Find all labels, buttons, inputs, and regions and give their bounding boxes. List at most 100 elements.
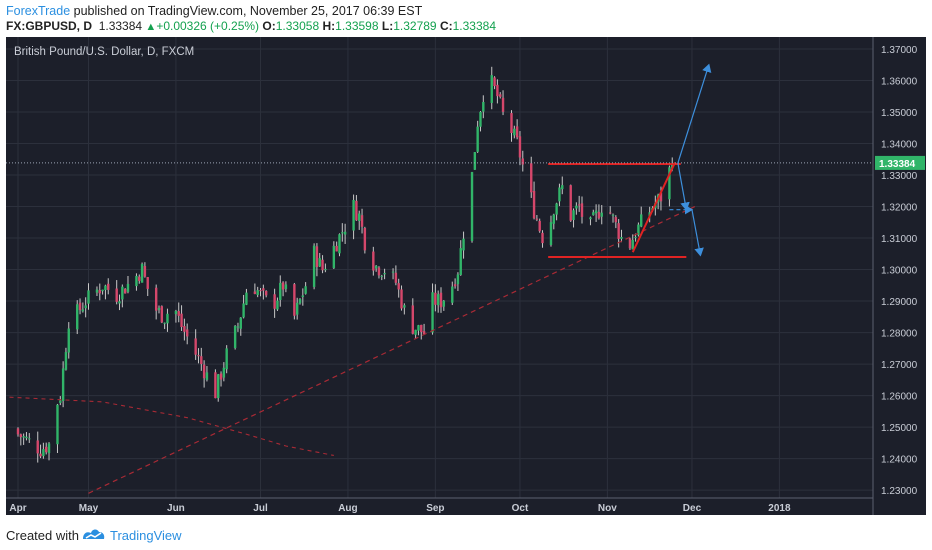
candle-bull bbox=[118, 301, 121, 304]
candle-bull bbox=[242, 303, 245, 318]
candle-bear bbox=[609, 212, 612, 214]
y-tick-label: 1.31000 bbox=[881, 234, 918, 245]
y-tick-label: 1.34000 bbox=[881, 140, 918, 151]
candle-bull bbox=[634, 236, 637, 238]
candle-bull bbox=[22, 436, 25, 438]
chart-background bbox=[6, 37, 926, 515]
candle-bear bbox=[530, 163, 533, 193]
candle-bear bbox=[186, 329, 189, 337]
candle-bull bbox=[28, 438, 31, 440]
candle-bull bbox=[233, 325, 237, 349]
candle-bull bbox=[301, 295, 305, 297]
candle-bull bbox=[451, 286, 454, 303]
candle-bear bbox=[569, 185, 572, 221]
candle-bear bbox=[538, 220, 541, 232]
candle-bull bbox=[163, 322, 166, 324]
candle-bull bbox=[95, 289, 99, 293]
candle-bull bbox=[611, 214, 615, 216]
candle-bull bbox=[126, 283, 130, 292]
tradingview-brand[interactable]: TradingView bbox=[110, 528, 182, 543]
candle-bull bbox=[47, 443, 51, 454]
created-with-text: Created with bbox=[6, 528, 79, 543]
x-tick-label: Dec bbox=[683, 503, 702, 514]
candle-bull bbox=[225, 348, 228, 370]
candle-bear bbox=[273, 294, 276, 309]
triangle-up-icon: ▲ bbox=[145, 21, 157, 33]
candle-bull bbox=[490, 75, 493, 103]
candle-bear bbox=[253, 291, 257, 294]
y-tick-label: 1.28000 bbox=[881, 329, 918, 340]
candle-bear bbox=[262, 288, 265, 291]
candle-bear bbox=[580, 203, 584, 217]
chart-title: British Pound/U.S. Dollar, D, FXCM bbox=[14, 46, 194, 58]
candle-bear bbox=[202, 364, 206, 379]
candle-bull bbox=[558, 187, 561, 202]
candle-bull bbox=[572, 210, 575, 221]
tradingview-logo-icon[interactable] bbox=[82, 526, 106, 542]
candle-bull bbox=[295, 302, 299, 315]
candle-bull bbox=[589, 217, 592, 220]
candle-bull bbox=[205, 372, 209, 380]
candle-bull bbox=[374, 265, 378, 269]
candle-bear bbox=[200, 356, 203, 365]
candle-bull bbox=[42, 449, 45, 457]
symbol-label: FX:GBPUSD, D bbox=[6, 19, 93, 33]
candle-bear bbox=[39, 453, 42, 457]
candle-bear bbox=[36, 440, 39, 454]
candle-bear bbox=[214, 372, 217, 399]
low-value: 1.32789 bbox=[393, 19, 437, 33]
candle-bull bbox=[256, 290, 259, 295]
candle-bear bbox=[541, 232, 544, 244]
moving-average-line bbox=[9, 396, 334, 457]
candle-bull bbox=[431, 292, 434, 333]
candle-bear bbox=[521, 158, 524, 165]
footer: Created with TradingView bbox=[0, 516, 932, 550]
candle-bear bbox=[597, 211, 601, 219]
candle-bull bbox=[552, 214, 555, 224]
candle-bear bbox=[138, 276, 141, 281]
candle-bull bbox=[341, 232, 344, 234]
low-label: L: bbox=[381, 19, 394, 33]
candle-bear bbox=[197, 355, 200, 357]
candle-bear bbox=[45, 446, 48, 453]
chart-area[interactable]: 1.23000 1.24000 1.25000 1.26000 1.27000 1.280… bbox=[6, 37, 926, 515]
candle-bull bbox=[383, 273, 386, 275]
candle-bull bbox=[140, 264, 144, 283]
x-tick-label: 2018 bbox=[768, 503, 791, 514]
candle-bear bbox=[115, 288, 118, 302]
candle-bear bbox=[281, 282, 285, 290]
candle-bear bbox=[19, 434, 23, 438]
price-chart[interactable]: 1.23000 1.24000 1.25000 1.26000 1.27000 1.280… bbox=[6, 37, 926, 515]
candle-bear bbox=[496, 84, 499, 97]
candle-bull bbox=[594, 210, 598, 214]
candle-bear bbox=[501, 97, 505, 112]
candle-bull bbox=[479, 111, 482, 127]
candle-bull bbox=[174, 311, 178, 315]
candle-bull bbox=[298, 298, 302, 304]
candle-bull bbox=[304, 286, 307, 294]
author-link[interactable]: ForexTrade bbox=[6, 4, 71, 18]
candle-bull bbox=[473, 152, 477, 170]
candle-bear bbox=[532, 190, 536, 219]
candle-bull bbox=[592, 212, 595, 216]
candle-bear bbox=[518, 136, 522, 158]
high-value: 1.33598 bbox=[335, 19, 379, 33]
candle-bull bbox=[549, 222, 553, 245]
x-tick-label: Jun bbox=[167, 503, 185, 514]
candle-bear bbox=[360, 215, 364, 227]
candle-bull bbox=[67, 328, 70, 353]
candle-bull bbox=[81, 309, 85, 312]
candle-bear bbox=[123, 288, 127, 294]
y-tick-label: 1.32000 bbox=[881, 203, 918, 214]
candle-bull bbox=[338, 234, 341, 254]
candle-bull bbox=[25, 436, 28, 439]
candle-bull bbox=[575, 205, 578, 209]
candle-bear bbox=[394, 272, 398, 283]
close-label: C: bbox=[439, 19, 453, 33]
open-label: O: bbox=[262, 19, 276, 33]
candle-bull bbox=[104, 285, 107, 290]
close-value: 1.33384 bbox=[452, 19, 497, 33]
candle-bear bbox=[628, 238, 632, 249]
candle-bull bbox=[239, 317, 242, 329]
candle-bear bbox=[453, 284, 457, 287]
